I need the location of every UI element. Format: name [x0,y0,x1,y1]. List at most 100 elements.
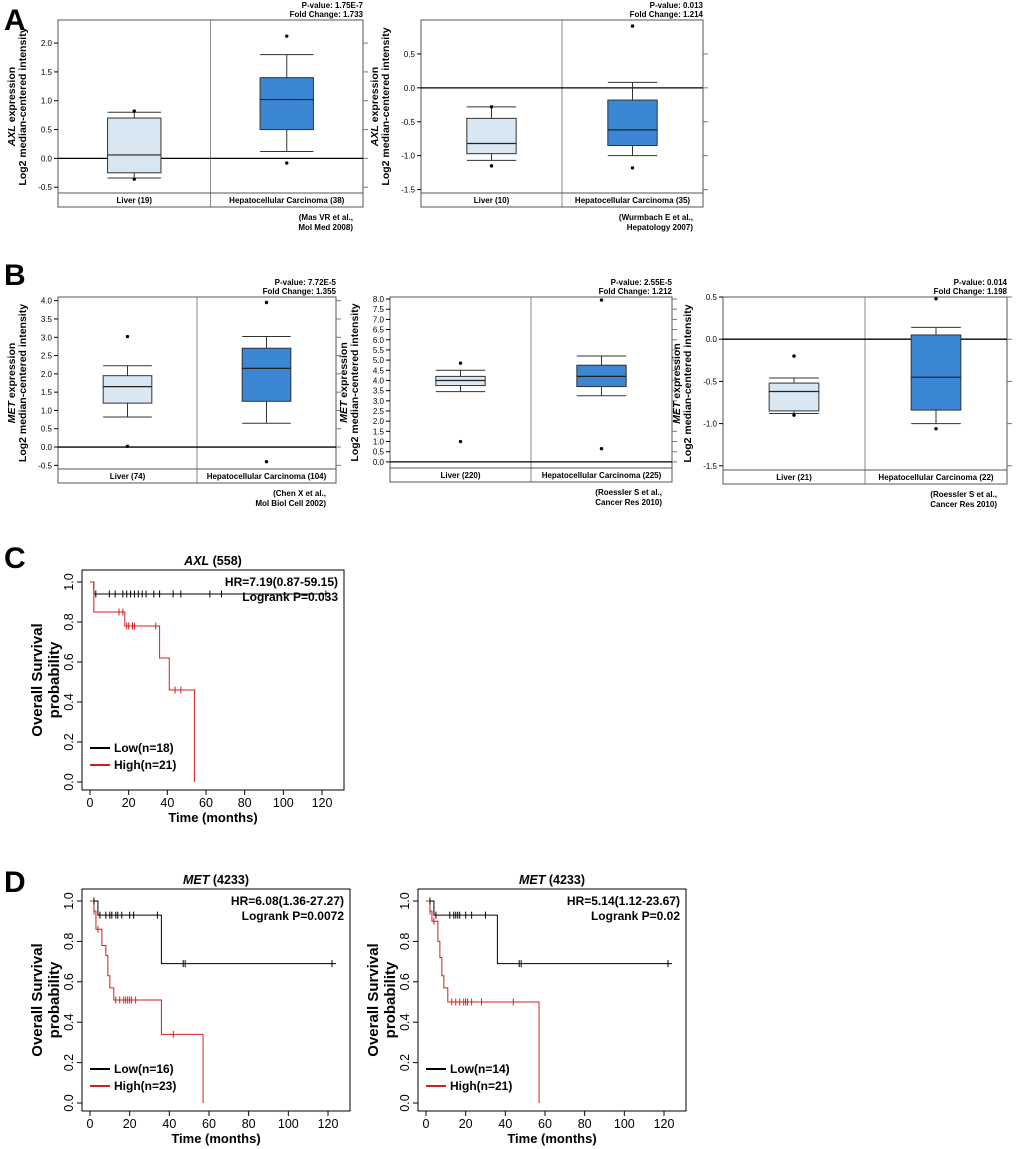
box-group: Hepatocellular Carcinoma (104) [207,300,327,481]
km-plot: 0 20 40 60 80 100 120 0.0 0.2 0.4 0.6 0.8 1.0 Time (m… [29,873,351,1146]
box-group: Liver (10) [466,105,517,205]
panel-label-a: A [4,4,26,37]
legend-low-label: Low(n=16) [114,1062,174,1076]
y-tick-label: 0.5 [41,126,53,135]
y-tick-label: 0.0 [373,458,385,467]
hazard-ratio: HR=7.19(0.87-59.15) [225,575,338,589]
y-tick-label: 7.0 [373,315,385,324]
p-value: P-value: 0.013 [650,1,704,10]
km-title-gene: AXL [183,554,209,568]
box [768,382,820,412]
outlier-point [132,109,136,113]
y-tick-label: 0.0 [41,154,53,163]
y-tick-label: 0.2 [398,1054,412,1071]
y-tick-label: 7.5 [373,305,385,314]
high-survival-curve [90,581,195,782]
outlier-point [630,24,635,28]
category-label: Liver (74) [110,472,146,481]
x-axis-label: Time (months) [171,1131,260,1146]
category-label: Hepatocellular Carcinoma (104) [207,472,327,481]
box [241,347,292,402]
y-tick-label: -0.5 [401,118,415,127]
y-axis-label-rest: expression [6,343,18,401]
x-tick-label: 40 [498,1117,512,1131]
outlier-point [599,446,604,451]
x-tick-label: 0 [87,796,94,810]
box [259,77,314,131]
category-label: Hepatocellular Carcinoma (35) [575,196,690,205]
p-value: P-value: 1.75E-7 [302,1,364,10]
y-tick-label: 3.5 [373,387,385,396]
y-tick-label: 0.5 [404,50,416,59]
outlier-point [264,459,269,464]
y-tick-label: 0.6 [62,653,76,670]
y-axis-label-gene: MET [338,399,350,423]
km-frame [417,888,687,1112]
y-tick-label: 2.0 [41,39,53,48]
outlier-point [630,166,635,170]
x-tick-label: 0 [87,1117,94,1131]
y-tick-label: 1.0 [41,406,53,415]
legend-low-label: Low(n=18) [114,741,174,755]
x-tick-label: 60 [538,1117,552,1131]
y-tick-label: -0.5 [38,183,52,192]
box-group: Liver (19) [107,109,162,205]
km-title: AXL (558) [183,554,242,568]
y-tick-label: 2.5 [41,352,53,361]
y-axis-label-rest: expression [6,67,18,125]
box [107,117,162,174]
y-tick-label: 1.0 [373,438,385,447]
category-label: Liver (19) [116,196,152,205]
y-tick-label: 0.0 [62,1094,76,1111]
outlier-point [792,413,796,417]
panel-label-b: B [4,259,26,292]
legend-low-label: Low(n=14) [450,1062,510,1076]
x-tick-label: 20 [123,1117,137,1131]
km-frame [81,888,351,1112]
fold-change: Fold Change: 1.733 [290,10,364,19]
y-tick-label: -1.5 [703,462,717,471]
y-tick-label: 0.5 [41,425,53,434]
fold-change: Fold Change: 1.214 [630,10,704,19]
source-line-1: (Chen X et al., [273,489,326,498]
box [910,334,962,411]
y-tick-label: 6.5 [373,326,385,335]
category-label: Liver (220) [440,471,480,480]
boxplot: -0.5 0.0 0.5 1.0 1.5 2.0 Liver (19) Hepatocellu… [6,1,368,232]
y-tick-label: -0.5 [703,377,717,386]
y-tick-label: 0.6 [62,973,76,990]
y-axis-label: MET expression [6,343,18,424]
category-label: Hepatocellular Carcinoma (22) [878,473,993,482]
category-strip [57,192,364,208]
x-axis-label: Time (months) [507,1131,596,1146]
km-plot: 0 20 40 60 80 100 120 0.0 0.2 0.4 0.6 0.8 1.0 Time (m… [29,554,345,825]
category-strip [57,468,337,484]
km-title-rest: (558) [209,554,242,568]
fold-change: Fold Change: 1.212 [599,287,673,296]
legend-high-label: High(n=23) [114,1079,176,1093]
x-tick-label: 100 [614,1117,635,1131]
source-line-1: (Roessler S et al., [595,488,662,497]
outlier-point [132,177,136,181]
y-tick-label: 8.0 [373,295,385,304]
y-axis-label-2: Log2 median-centered intensity [682,304,694,462]
y-axis-label-gene: MET [6,400,18,424]
km-title: MET (4233) [183,873,249,887]
x-tick-label: 40 [160,796,174,810]
logrank-p: Logrank P=0.0072 [242,909,345,923]
source-line-2: Cancer Res 2010) [930,500,997,509]
y-tick-label: 4.0 [373,376,385,385]
y-tick-label: 0.4 [398,1013,412,1030]
km-title-rest: (4233) [209,873,249,887]
km-frame [81,569,345,791]
y-tick-label: 0.0 [41,443,53,452]
boxplot: -0.5 0.0 0.5 1.0 1.5 2.0 2.5 3.0 3.5 4.0 Liver (74… [6,278,341,508]
y-tick-label: 0.5 [373,448,385,457]
box-group: Hepatocellular Carcinoma (38) [229,34,345,205]
category-strip [420,192,704,208]
km-title-rest: (4233) [545,873,585,887]
source-line-1: (Wurmbach E et al., [619,213,693,222]
y-tick-label: 6.0 [373,336,385,345]
y-tick-label: 0.4 [62,693,76,710]
